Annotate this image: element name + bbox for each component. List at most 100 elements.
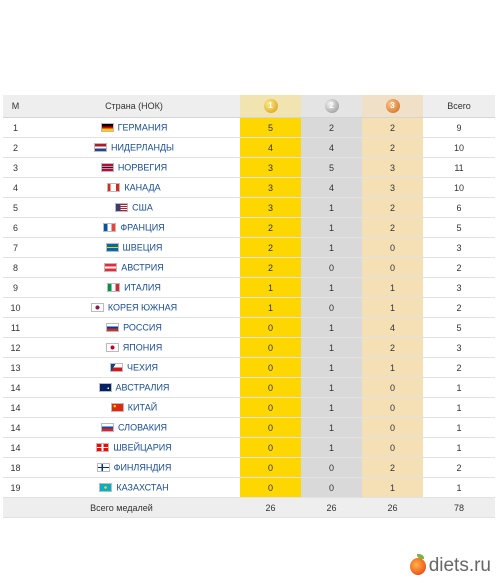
- bronze-count-cell: 2: [362, 137, 423, 158]
- total-silver: 26: [301, 497, 362, 518]
- country-cell: РОССИЯ: [28, 317, 240, 338]
- country-flag-icon: [96, 463, 110, 473]
- gold-count-cell: 2: [240, 257, 301, 278]
- rank-cell: 9: [3, 277, 28, 298]
- gold-header: 1: [240, 95, 301, 118]
- table-row: 3 НОРВЕГИЯ 3 5 3 11: [3, 157, 495, 178]
- gold-count-cell: 0: [240, 357, 301, 378]
- country-link[interactable]: КИТАЙ: [127, 402, 158, 413]
- total-header: Всего: [423, 95, 495, 118]
- silver-count-cell: 1: [301, 237, 362, 258]
- country-link[interactable]: ШВЕЙЦАРИЯ: [113, 442, 172, 453]
- table-row: 18 ФИНЛЯНДИЯ 0 0 2 2: [3, 457, 495, 478]
- table-row: 11 РОССИЯ 0 1 4 5: [3, 317, 495, 338]
- country-cell: ГЕРМАНИЯ: [28, 117, 240, 138]
- country-link[interactable]: АВСТРАЛИЯ: [115, 382, 170, 393]
- bronze-count-cell: 0: [362, 437, 423, 458]
- country-cell: АВСТРИЯ: [28, 257, 240, 278]
- total-bronze: 26: [362, 497, 423, 518]
- country-link[interactable]: ЯПОНИЯ: [122, 342, 163, 353]
- country-link[interactable]: РОССИЯ: [123, 322, 162, 333]
- country-cell: ФИНЛЯНДИЯ: [28, 457, 240, 478]
- silver-count-cell: 2: [301, 117, 362, 138]
- country-link[interactable]: КАНАДА: [124, 182, 161, 193]
- bronze-medal-icon: 3: [385, 99, 400, 113]
- total-count-cell: 1: [423, 417, 495, 438]
- silver-count-cell: 4: [301, 137, 362, 158]
- silver-header: 2: [301, 95, 362, 118]
- rank-cell: 3: [3, 157, 28, 178]
- bronze-count-cell: 2: [362, 197, 423, 218]
- country-flag-icon: [107, 283, 121, 293]
- country-link[interactable]: ЧЕХИЯ: [127, 362, 158, 373]
- country-cell: ЧЕХИЯ: [28, 357, 240, 378]
- gold-count-cell: 0: [240, 437, 301, 458]
- total-count-cell: 10: [423, 137, 495, 158]
- table-row: 5 США 3 1 2 6: [3, 197, 495, 218]
- total-count-cell: 10: [423, 177, 495, 198]
- silver-count-cell: 1: [301, 397, 362, 418]
- total-count-cell: 5: [423, 317, 495, 338]
- bronze-count-cell: 4: [362, 317, 423, 338]
- total-count-cell: 6: [423, 197, 495, 218]
- rank-cell: 8: [3, 257, 28, 278]
- bronze-count-cell: 0: [362, 377, 423, 398]
- total-count-cell: 5: [423, 217, 495, 238]
- table-row: 14 ШВЕЙЦАРИЯ 0 1 0 1: [3, 437, 495, 458]
- country-link[interactable]: КОРЕЯ ЮЖНАЯ: [107, 302, 178, 313]
- rank-cell: 14: [3, 437, 28, 458]
- country-cell: ФРАНЦИЯ: [28, 217, 240, 238]
- total-count-cell: 2: [423, 297, 495, 318]
- table-row: 8 АВСТРИЯ 2 0 0 2: [3, 257, 495, 278]
- total-count-cell: 1: [423, 377, 495, 398]
- rank-cell: 13: [3, 357, 28, 378]
- table-row: 2 НИДЕРЛАНДЫ 4 4 2 10: [3, 137, 495, 158]
- country-flag-icon: [103, 223, 117, 233]
- rank-cell: 19: [3, 477, 28, 498]
- country-link[interactable]: ФИНЛЯНДИЯ: [113, 462, 172, 473]
- country-flag-icon: [110, 403, 124, 413]
- country-cell: КИТАЙ: [28, 397, 240, 418]
- bronze-count-cell: 0: [362, 417, 423, 438]
- gold-count-cell: 1: [240, 297, 301, 318]
- gold-count-cell: 0: [240, 397, 301, 418]
- total-count-cell: 9: [423, 117, 495, 138]
- table-footer: Всего медалей 26 26 26 78: [3, 497, 495, 518]
- silver-count-cell: 4: [301, 177, 362, 198]
- bronze-count-cell: 2: [362, 117, 423, 138]
- silver-count-cell: 1: [301, 437, 362, 458]
- country-cell: КАЗАХСТАН: [28, 477, 240, 498]
- bronze-count-cell: 0: [362, 237, 423, 258]
- table-row: 10 КОРЕЯ ЮЖНАЯ 1 0 1 2: [3, 297, 495, 318]
- country-link[interactable]: НИДЕРЛАНДЫ: [110, 142, 175, 153]
- rank-cell: 12: [3, 337, 28, 358]
- country-link[interactable]: ИТАЛИЯ: [124, 282, 161, 293]
- table-row: 4 КАНАДА 3 4 3 10: [3, 177, 495, 198]
- country-link[interactable]: НОРВЕГИЯ: [117, 162, 168, 173]
- country-flag-icon: [106, 323, 120, 333]
- rank-cell: 14: [3, 417, 28, 438]
- country-link[interactable]: ШВЕЦИЯ: [122, 242, 163, 253]
- silver-count-cell: 1: [301, 377, 362, 398]
- gold-count-cell: 0: [240, 377, 301, 398]
- country-header: Страна (НОК): [28, 95, 240, 118]
- country-link[interactable]: АВСТРИЯ: [121, 262, 164, 273]
- gold-count-cell: 5: [240, 117, 301, 138]
- total-all: 78: [423, 497, 495, 518]
- total-count-cell: 2: [423, 257, 495, 278]
- total-count-cell: 3: [423, 277, 495, 298]
- country-link[interactable]: США: [132, 202, 153, 213]
- country-link[interactable]: КАЗАХСТАН: [116, 482, 169, 493]
- diets-watermark: diets.ru: [409, 554, 491, 577]
- country-link[interactable]: ГЕРМАНИЯ: [117, 122, 168, 133]
- gold-count-cell: 2: [240, 217, 301, 238]
- country-link[interactable]: СЛОВАКИЯ: [117, 422, 168, 433]
- rank-cell: 18: [3, 457, 28, 478]
- country-flag-icon: [110, 363, 123, 373]
- total-count-cell: 1: [423, 397, 495, 418]
- bronze-count-cell: 3: [362, 177, 423, 198]
- rank-cell: 7: [3, 237, 28, 258]
- country-flag-icon: [105, 343, 119, 353]
- country-link[interactable]: ФРАНЦИЯ: [120, 222, 165, 233]
- gold-count-cell: 0: [240, 337, 301, 358]
